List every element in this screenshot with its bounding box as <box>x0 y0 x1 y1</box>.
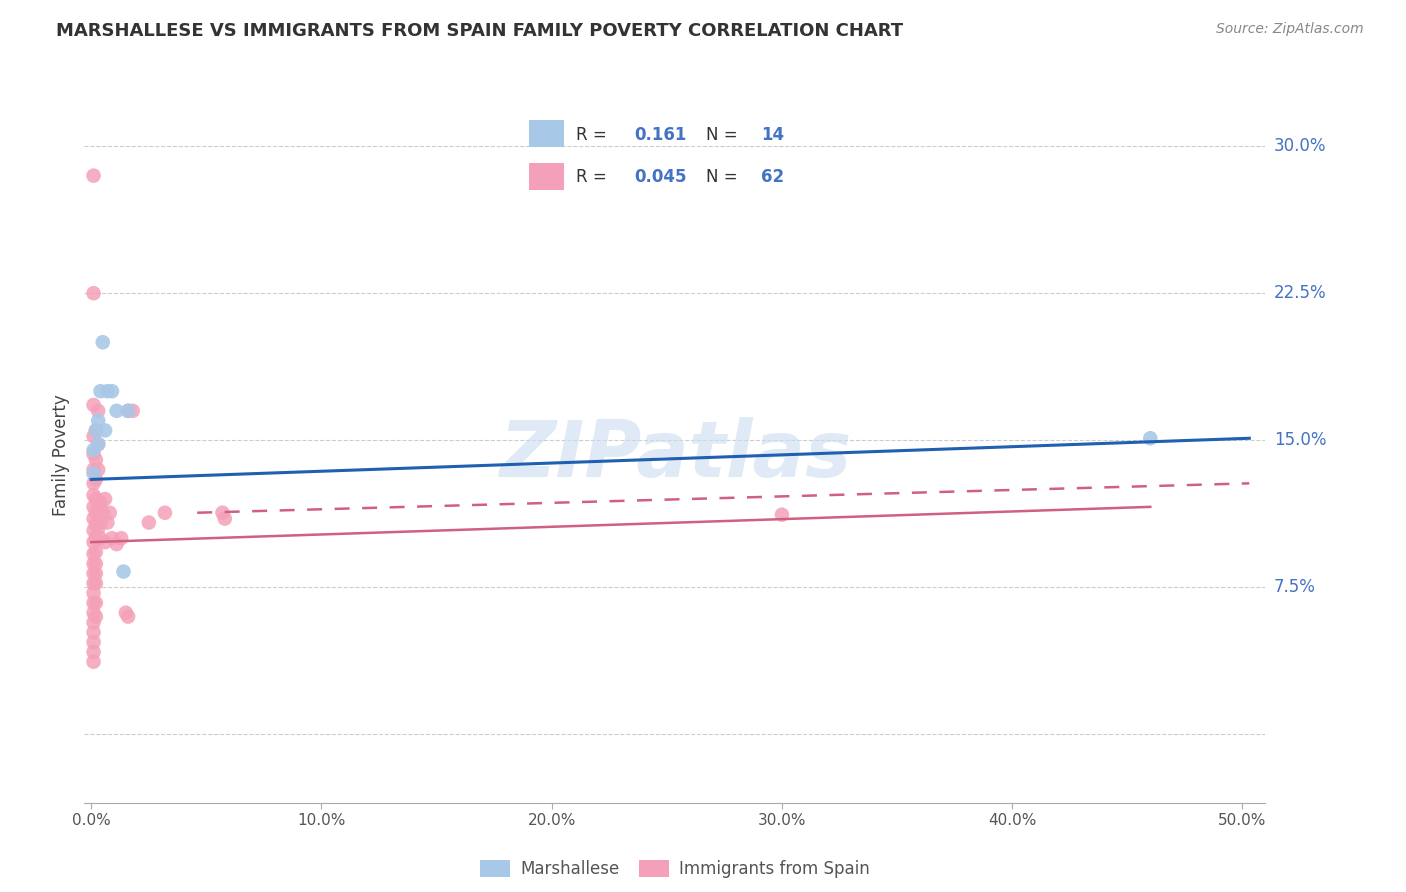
Point <box>89 531 111 545</box>
Point <box>94 535 117 549</box>
Point <box>83 615 105 630</box>
Text: 15.0%: 15.0% <box>1274 431 1326 450</box>
Text: 7.5%: 7.5% <box>1274 578 1316 596</box>
Point <box>117 609 139 624</box>
Point <box>84 472 107 486</box>
Point <box>94 424 117 438</box>
Point <box>83 576 105 591</box>
Point <box>112 565 135 579</box>
Point <box>214 511 236 525</box>
Point <box>91 506 114 520</box>
Point <box>84 517 107 532</box>
Point <box>114 606 136 620</box>
Point <box>117 404 139 418</box>
Point <box>87 437 110 451</box>
Point <box>121 404 143 418</box>
Point <box>83 535 105 549</box>
Point <box>84 596 107 610</box>
Point <box>1392 511 1406 525</box>
Text: ZIPatlas: ZIPatlas <box>499 417 851 493</box>
Text: MARSHALLESE VS IMMIGRANTS FROM SPAIN FAMILY POVERTY CORRELATION CHART: MARSHALLESE VS IMMIGRANTS FROM SPAIN FAM… <box>56 22 904 40</box>
Point <box>84 452 107 467</box>
Point <box>105 537 128 551</box>
Point <box>117 404 139 418</box>
Point <box>83 429 105 443</box>
Point <box>96 384 118 399</box>
Bar <box>530 120 564 147</box>
Point <box>83 655 105 669</box>
Point <box>83 488 105 502</box>
Point <box>101 531 124 545</box>
Point <box>84 557 107 571</box>
Point <box>87 437 110 451</box>
Text: R =: R = <box>576 126 606 144</box>
Point <box>91 335 114 350</box>
Point <box>83 467 105 481</box>
Point <box>84 531 107 545</box>
Point <box>83 476 105 491</box>
Text: 14: 14 <box>762 126 785 144</box>
Point <box>83 500 105 514</box>
Point <box>153 506 176 520</box>
Point <box>83 511 105 525</box>
Point <box>83 635 105 649</box>
Point <box>84 576 107 591</box>
Point <box>83 645 105 659</box>
Point <box>83 169 105 183</box>
Point <box>84 424 107 438</box>
Text: 62: 62 <box>762 168 785 186</box>
Point <box>84 609 107 624</box>
Point <box>89 516 111 530</box>
Point <box>83 524 105 538</box>
Point <box>84 424 107 438</box>
Point <box>83 547 105 561</box>
Point <box>84 566 107 581</box>
Legend: Marshallese, Immigrants from Spain: Marshallese, Immigrants from Spain <box>474 854 876 885</box>
Point <box>98 506 121 520</box>
Point <box>87 521 110 535</box>
Point <box>83 557 105 571</box>
Point <box>87 414 110 428</box>
Text: N =: N = <box>706 168 737 186</box>
Point <box>83 462 105 476</box>
Point <box>83 596 105 610</box>
Point <box>83 625 105 640</box>
Point <box>87 404 110 418</box>
Text: Source: ZipAtlas.com: Source: ZipAtlas.com <box>1216 22 1364 37</box>
Point <box>110 531 132 545</box>
Text: 22.5%: 22.5% <box>1274 285 1326 302</box>
Point <box>94 491 117 506</box>
Y-axis label: Family Poverty: Family Poverty <box>52 394 70 516</box>
Bar <box>530 163 564 190</box>
Point <box>83 443 105 458</box>
Point <box>83 398 105 412</box>
Point <box>83 586 105 600</box>
Point <box>105 404 128 418</box>
Point <box>83 566 105 581</box>
Point <box>96 516 118 530</box>
Point <box>84 506 107 520</box>
Point <box>89 496 111 510</box>
Text: 30.0%: 30.0% <box>1274 137 1326 155</box>
Point <box>83 447 105 461</box>
Point <box>83 286 105 301</box>
Point <box>101 384 124 399</box>
Point <box>211 506 233 520</box>
Point <box>87 462 110 476</box>
Point <box>83 606 105 620</box>
Point <box>89 384 111 399</box>
Point <box>87 498 110 512</box>
Point <box>138 516 160 530</box>
Text: 0.045: 0.045 <box>634 168 688 186</box>
Text: N =: N = <box>706 126 737 144</box>
Point <box>84 491 107 506</box>
Text: R =: R = <box>576 168 606 186</box>
Point <box>770 508 793 522</box>
Point <box>1139 431 1161 445</box>
Text: 0.161: 0.161 <box>634 126 688 144</box>
Point <box>84 545 107 559</box>
